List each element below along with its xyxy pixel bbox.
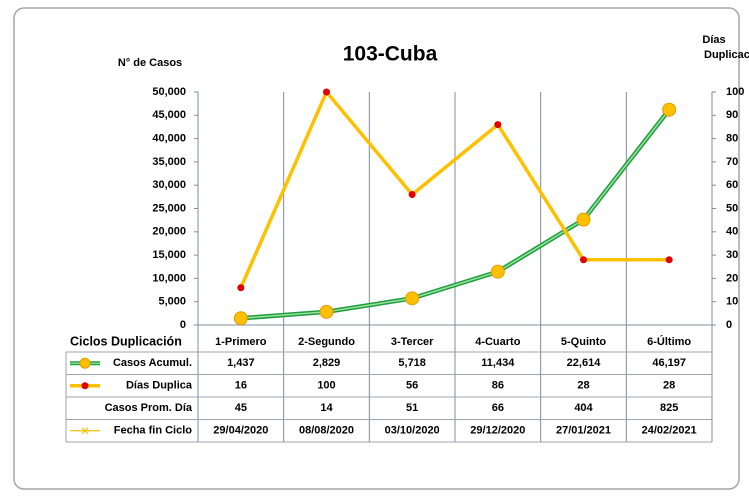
table-cell: 28 <box>663 380 675 392</box>
legend-key <box>81 382 89 390</box>
y2-tick-label: 40 <box>726 226 738 238</box>
x-tick-label: 5-Quinto <box>561 336 606 348</box>
table-cell: 03/10/2020 <box>385 425 440 437</box>
x-tick-label: 1-Primero <box>215 336 267 348</box>
y-tick-label: 40,000 <box>152 133 186 145</box>
y-tick-label: 45,000 <box>152 109 186 121</box>
table-cell: 46,197 <box>652 357 686 369</box>
table-cell: 08/08/2020 <box>299 425 354 437</box>
x-tick-label: 6-Último <box>647 335 691 348</box>
y2-tick-label: 70 <box>726 156 738 168</box>
table-cell: 45 <box>235 402 247 414</box>
y2-tick-label: 20 <box>726 272 738 284</box>
table-cell: 66 <box>492 402 504 414</box>
point <box>665 256 673 264</box>
table-cell: 56 <box>406 380 418 392</box>
y-tick-label: 35,000 <box>152 156 186 168</box>
x-tick-label: 2-Segundo <box>298 336 355 348</box>
chart-border <box>13 7 740 490</box>
legend-entry: Días Duplica <box>126 380 193 392</box>
table-cell: 29/12/2020 <box>470 425 525 437</box>
y2-tick-label: 30 <box>726 249 738 261</box>
point <box>323 88 330 96</box>
y-tick-label: 10,000 <box>152 272 186 284</box>
point <box>405 291 420 306</box>
table-cell: 404 <box>574 402 593 414</box>
table-cell: 100 <box>317 380 335 392</box>
x-tick-label: 3-Tercer <box>391 336 434 348</box>
y-tick-label: 50,000 <box>152 86 186 98</box>
point <box>233 311 248 326</box>
y-axis-label: N° de Casos <box>118 57 182 69</box>
table-cell: 51 <box>406 402 418 414</box>
y-tick-label: 25,000 <box>152 202 186 214</box>
y2-tick-label: 100 <box>726 86 744 98</box>
table-cell: 24/02/2021 <box>642 425 697 437</box>
table-cell: 16 <box>235 380 247 392</box>
y-tick-label: 30,000 <box>152 179 186 191</box>
point <box>319 304 334 319</box>
y2-tick-label: 90 <box>726 109 738 121</box>
point <box>580 256 587 264</box>
table-cell: 27/01/2021 <box>556 425 611 437</box>
y2-tick-label: 50 <box>726 202 738 214</box>
series-line-highlight <box>240 109 670 320</box>
table-cell: 28 <box>577 380 589 392</box>
legend-entry: Casos Prom. Día <box>105 402 193 414</box>
legend-key <box>79 357 91 369</box>
y-tick-label: 20,000 <box>152 226 186 238</box>
point <box>490 264 505 279</box>
y-tick-label: 15,000 <box>152 249 186 261</box>
point <box>408 191 416 199</box>
y2-tick-label: 0 <box>726 319 732 331</box>
chart-title: 103-Cuba <box>343 43 438 66</box>
x-tick-label: 4-Cuarto <box>475 336 521 348</box>
table-cell: 22,614 <box>567 357 602 369</box>
y2-tick-label: 10 <box>726 296 738 308</box>
point <box>662 102 677 117</box>
point <box>237 284 245 292</box>
y2-tick-label: 80 <box>726 133 738 145</box>
y-tick-label: 5,000 <box>158 296 186 308</box>
table-cell: 86 <box>492 380 504 392</box>
table-cell: 14 <box>320 402 333 414</box>
table-cell: 825 <box>660 402 678 414</box>
legend-entry: Casos Acumul. <box>113 357 192 369</box>
y2-axis-label: Días <box>702 34 725 46</box>
table-cell: 1,437 <box>227 357 255 369</box>
table-cell: 2,829 <box>313 357 341 369</box>
series-line <box>239 88 670 289</box>
y2-tick-label: 60 <box>726 179 738 191</box>
table-cell: 11,434 <box>481 357 515 369</box>
table-header: Ciclos Duplicación <box>70 334 182 348</box>
y-tick-label: 0 <box>180 319 186 331</box>
legend-key <box>81 427 89 435</box>
legend-entry: Fecha fin Ciclo <box>114 425 193 437</box>
table-cell: 5,718 <box>398 357 426 369</box>
point <box>576 212 591 227</box>
point <box>494 121 502 129</box>
y2-axis-label: Duplicación <box>704 49 749 61</box>
table-cell: 29/04/2020 <box>213 425 268 437</box>
